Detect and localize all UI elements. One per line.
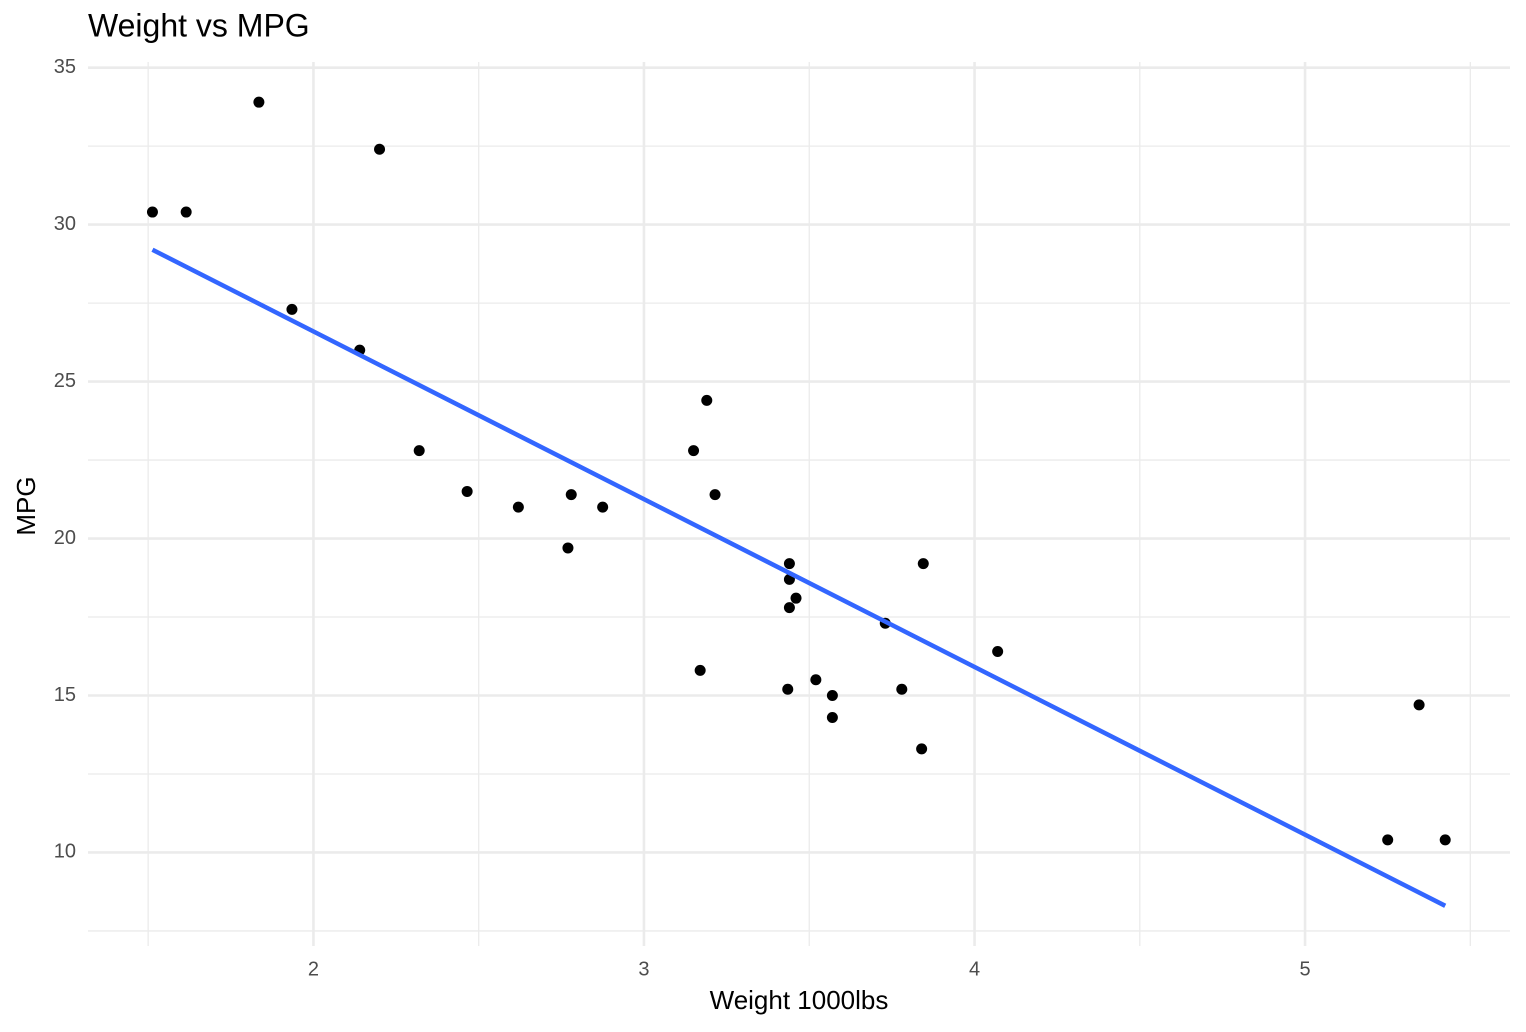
point <box>461 485 473 497</box>
point <box>413 445 425 457</box>
point <box>374 143 386 155</box>
point <box>992 646 1004 658</box>
y-tick-label: 10 <box>54 841 76 863</box>
point <box>826 711 838 723</box>
point <box>512 501 524 513</box>
point <box>253 96 265 108</box>
y-tick-label: 20 <box>54 527 76 549</box>
x-axis-title: Weight 1000lbs <box>710 985 889 1015</box>
point <box>810 674 822 686</box>
y-tick-label: 30 <box>54 213 76 235</box>
y-tick-label: 15 <box>54 684 76 706</box>
point <box>917 558 929 570</box>
trend-line <box>151 247 1447 908</box>
point <box>826 689 838 701</box>
point <box>701 394 713 406</box>
point <box>1439 834 1451 846</box>
x-tick-label: 4 <box>969 958 980 980</box>
point <box>782 683 794 695</box>
y-tick-label: 35 <box>54 56 76 78</box>
point <box>783 558 795 570</box>
y-axis-title: MPG <box>11 476 41 535</box>
x-tick-label: 3 <box>638 958 649 980</box>
point <box>146 206 158 218</box>
point <box>565 489 577 501</box>
x-tick-label: 2 <box>308 958 319 980</box>
point <box>180 206 192 218</box>
point <box>597 501 609 513</box>
chart-title: Weight vs MPG <box>88 7 310 43</box>
point <box>1413 699 1425 711</box>
point <box>709 489 721 501</box>
point <box>916 743 928 755</box>
point <box>562 542 574 554</box>
point <box>1382 834 1394 846</box>
point <box>688 445 700 457</box>
x-tick-label: 5 <box>1300 958 1311 980</box>
point <box>286 303 298 315</box>
point <box>783 602 795 614</box>
point <box>694 664 706 676</box>
point <box>790 592 802 604</box>
point <box>896 683 908 695</box>
y-tick-label: 25 <box>54 370 76 392</box>
